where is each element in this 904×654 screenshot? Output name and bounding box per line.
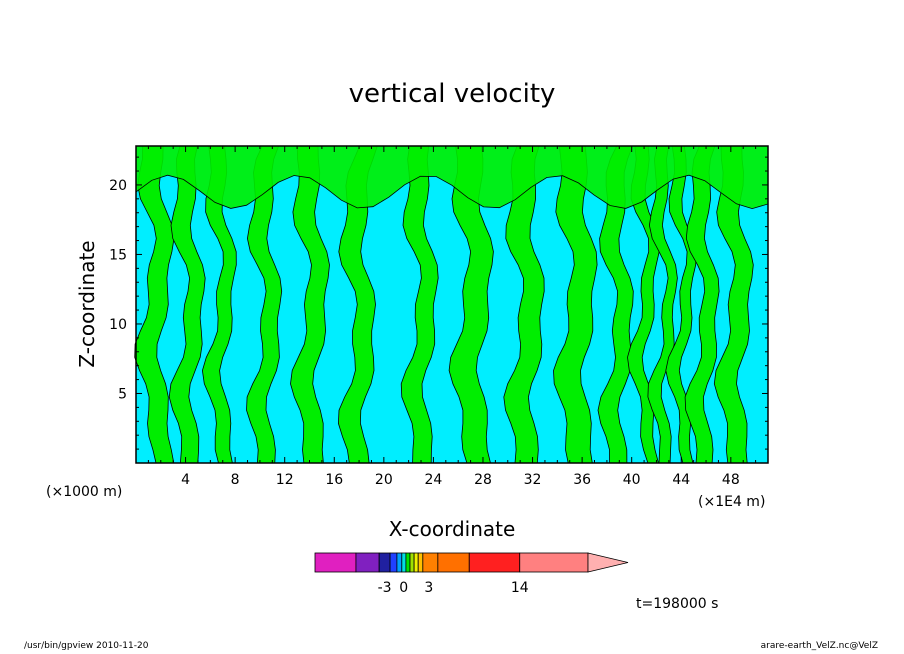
colorbar-segment bbox=[437, 552, 470, 573]
colorbar-segment bbox=[409, 552, 415, 573]
colorbar-ticks: -3 0 3 14 bbox=[378, 580, 529, 596]
x-tick-label: 4 bbox=[181, 472, 190, 488]
y-tick-label: 10 bbox=[109, 317, 127, 333]
colorbar-arrow bbox=[587, 552, 629, 573]
y-tick-label: 5 bbox=[118, 386, 127, 402]
x-tick-label: 48 bbox=[722, 472, 740, 488]
colorbar-segment bbox=[468, 552, 521, 573]
x-tick-label: 20 bbox=[375, 472, 393, 488]
colorbar-segment bbox=[413, 552, 419, 573]
colorbar-tick-label: 3 bbox=[424, 580, 433, 596]
time-label: t=198000 s bbox=[636, 596, 718, 612]
colorbar-segment bbox=[401, 552, 407, 573]
y-axis: 5 10 15 20 bbox=[109, 156, 768, 450]
x-tick-label: 28 bbox=[474, 472, 492, 488]
x-tick-label: 40 bbox=[623, 472, 641, 488]
footer-left: /usr/bin/gpview 2010-11-20 bbox=[24, 641, 149, 651]
positive-region-top bbox=[135, 145, 769, 210]
x-tick-label: 16 bbox=[325, 472, 343, 488]
colorbar-segment bbox=[422, 552, 439, 573]
x-unit-label: (×1E4 m) bbox=[698, 494, 765, 510]
footer-right: arare-earth_VelZ.nc@VelZ bbox=[760, 641, 878, 651]
colorbar-tick-label: -3 bbox=[378, 580, 392, 596]
plot-area bbox=[134, 145, 769, 464]
y-tick-label: 20 bbox=[109, 178, 127, 194]
colorbar-segment bbox=[389, 552, 398, 573]
x-tick-label: 44 bbox=[672, 472, 690, 488]
x-tick-label: 36 bbox=[573, 472, 591, 488]
colorbar bbox=[314, 552, 629, 573]
plot-frame bbox=[135, 145, 769, 464]
colorbar-segment bbox=[396, 552, 403, 573]
y-unit-label: (×1000 m) bbox=[46, 484, 122, 500]
colorbar-segment bbox=[378, 552, 391, 573]
x-tick-label: 8 bbox=[231, 472, 240, 488]
colorbar-segment bbox=[405, 552, 411, 573]
chart-title: vertical velocity bbox=[349, 79, 556, 109]
colorbar-segment bbox=[417, 552, 424, 573]
x-tick-label: 24 bbox=[424, 472, 442, 488]
colorbar-segment bbox=[355, 552, 380, 573]
y-axis-label: Z-coordinate bbox=[75, 240, 99, 367]
colorbar-tick-label: 14 bbox=[511, 580, 529, 596]
y-tick-label: 15 bbox=[109, 247, 127, 263]
colorbar-tick-label: 0 bbox=[399, 580, 408, 596]
x-axis: 4 8 12 16 20 24 28 32 36 40 44 48 bbox=[147, 146, 757, 488]
x-tick-label: 32 bbox=[524, 472, 542, 488]
x-tick-label: 12 bbox=[276, 472, 294, 488]
colorbar-segment bbox=[519, 552, 589, 573]
colorbar-segment bbox=[314, 552, 357, 573]
x-axis-label: X-coordinate bbox=[389, 517, 516, 541]
